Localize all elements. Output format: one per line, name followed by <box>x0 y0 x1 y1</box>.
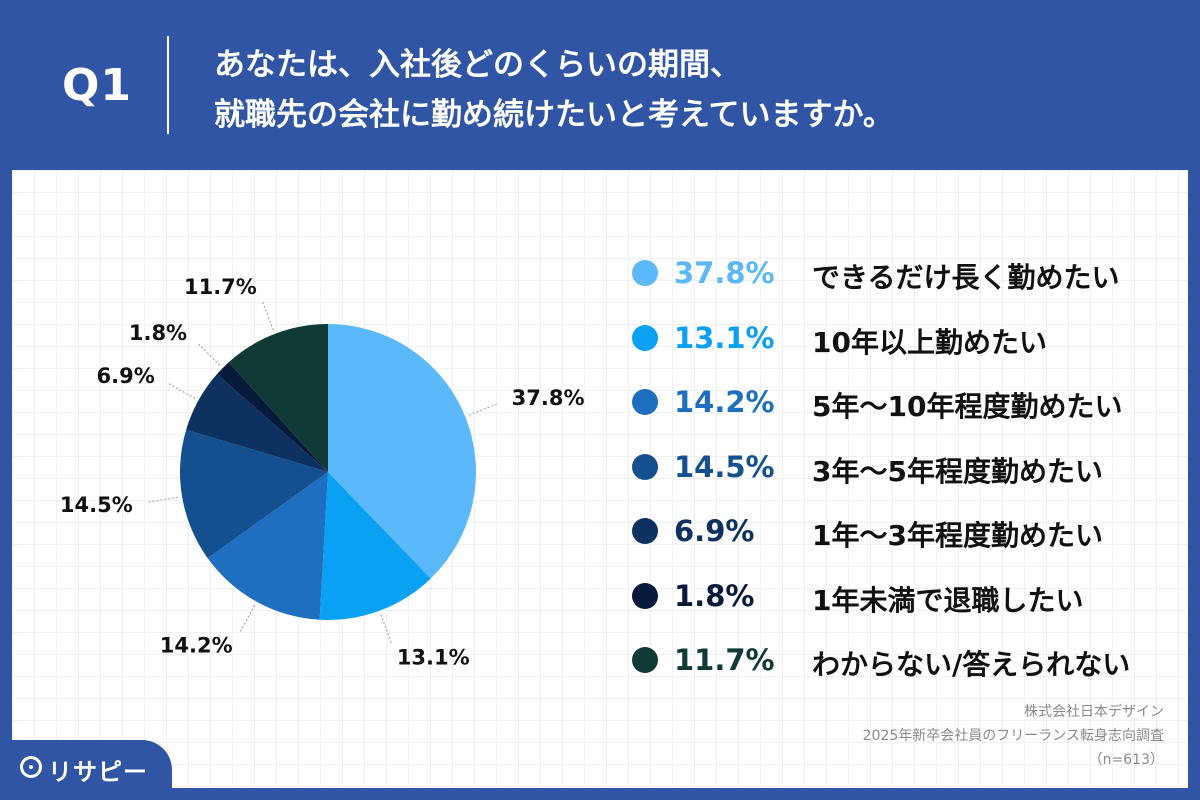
legend-label: できるだけ長く勤めたい <box>812 261 1120 294</box>
legend-percentage: 1.8% <box>674 578 755 613</box>
slice-label-5: 6.9% <box>97 364 155 388</box>
legend-dot <box>632 260 658 286</box>
legend-dot <box>632 324 658 351</box>
source-company: 株式会社日本デザイン <box>1024 704 1164 720</box>
slice-label-6: 1.8% <box>129 321 187 345</box>
chart-legend: 37.8% できるだけ長く勤めたい 13.1% 10年以上勤めたい 14.2% 5年〜10… <box>620 240 1180 692</box>
pie-slice-7 <box>228 324 328 472</box>
brand-logo: リサピー <box>0 740 172 800</box>
leader-line-3 <box>239 604 256 632</box>
brand-name: リサピー <box>48 758 148 786</box>
legend-item: 11.7% わからない/答えられない <box>620 627 1180 692</box>
leader-line-6 <box>198 343 221 366</box>
source-sample-size: （n=613） <box>1088 752 1164 768</box>
pie-chart: 37.8% 13.1% 14.2% 14.5% 6.9% 1.8% 11.7% <box>60 275 585 670</box>
slice-label-4: 14.5% <box>60 493 133 517</box>
legend-dot <box>632 582 658 609</box>
question-number: Q1 <box>62 60 133 111</box>
legend-dot <box>632 647 658 673</box>
legend-item: 37.8% できるだけ長く勤めたい <box>620 240 1180 305</box>
legend-dot <box>632 518 658 544</box>
question-header: Q1 あなたは、入社後どのくらいの期間、 就職先の会社に勤め続けたいと考えていま… <box>0 0 1200 168</box>
leader-line-1 <box>468 403 497 416</box>
slice-label-2: 13.1% <box>397 646 470 670</box>
pin-icon <box>20 756 42 778</box>
legend-label: 1年未満で退職したい <box>812 583 1084 617</box>
legend-percentage: 14.5% <box>674 449 775 484</box>
legend-percentage: 13.1% <box>674 320 775 355</box>
legend-label: 3年〜5年程度勤めたい <box>812 454 1103 488</box>
legend-label: 1年〜3年程度勤めたい <box>812 519 1103 552</box>
legend-label: 10年以上勤めたい <box>812 325 1047 359</box>
legend-percentage: 14.2% <box>674 385 775 419</box>
legend-percentage: 6.9% <box>674 514 755 548</box>
legend-percentage: 11.7% <box>674 643 775 677</box>
pie-slice-6 <box>216 362 328 472</box>
legend-item: 13.1% 10年以上勤めたい <box>620 305 1180 370</box>
slice-label-7: 11.7% <box>184 275 257 299</box>
question-title: あなたは、入社後どのくらいの期間、 就職先の会社に勤め続けたいと考えていますか。 <box>214 40 1174 140</box>
slice-label-3: 14.2% <box>160 634 233 658</box>
pie-slice-5 <box>186 374 328 472</box>
chart-panel: 37.8% 13.1% 14.2% 14.5% 6.9% 1.8% 11.7% 37.8% で… <box>12 170 1188 788</box>
pie-slice-4 <box>180 429 328 559</box>
leader-line-4 <box>148 496 179 503</box>
legend-dot <box>632 453 658 480</box>
pie-slice-1 <box>328 324 477 579</box>
pie-slice-2 <box>319 472 431 620</box>
header-divider <box>167 36 169 134</box>
pie-slice-3 <box>207 472 328 620</box>
legend-label: わからない/答えられない <box>812 648 1131 681</box>
question-title-line-1: あなたは、入社後どのくらいの期間、 <box>214 47 741 83</box>
leader-line-5 <box>168 383 196 399</box>
legend-item: 1.8% 1年未満で退職したい <box>620 563 1180 628</box>
legend-dot <box>632 389 658 415</box>
question-title-line-2: 就職先の会社に勤め続けたいと考えていますか。 <box>214 97 894 133</box>
source-survey-name: 2025年新卒会社員のフリーランス転身志向調査 <box>862 728 1164 744</box>
legend-item: 14.2% 5年〜10年程度勤めたい <box>620 369 1180 434</box>
legend-label: 5年〜10年程度勤めたい <box>812 390 1123 423</box>
leader-line-2 <box>380 614 392 643</box>
slice-label-1: 37.8% <box>512 386 585 410</box>
leader-line-7 <box>262 301 274 331</box>
legend-item: 14.5% 3年〜5年程度勤めたい <box>620 434 1180 499</box>
legend-item: 6.9% 1年〜3年程度勤めたい <box>620 498 1180 563</box>
legend-percentage: 37.8% <box>674 256 775 290</box>
survey-source: 株式会社日本デザイン 2025年新卒会社員のフリーランス転身志向調査 （n=61… <box>863 700 1164 772</box>
